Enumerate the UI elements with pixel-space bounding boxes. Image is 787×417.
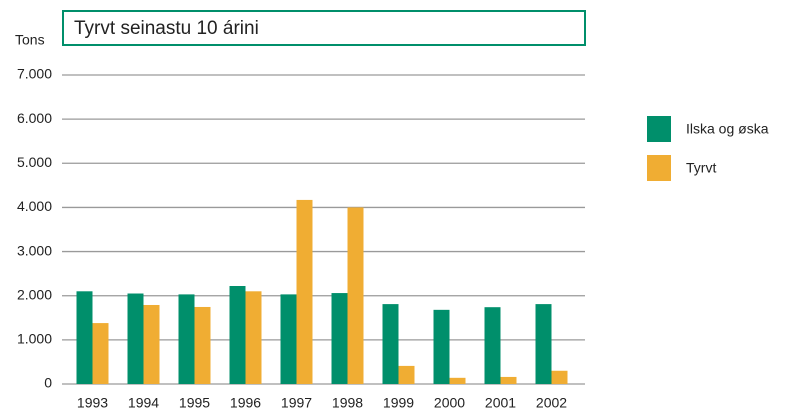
y-tick-label: 6.000 — [17, 110, 52, 126]
bar — [76, 291, 93, 384]
bar — [331, 293, 348, 384]
y-tick-label: 4.000 — [17, 198, 52, 214]
bar — [500, 376, 517, 384]
bar — [551, 370, 568, 384]
bar — [347, 207, 364, 384]
y-tick-label: 3.000 — [17, 242, 52, 258]
title-box — [62, 10, 586, 46]
bar — [484, 307, 501, 384]
x-tick-label: 1994 — [128, 395, 159, 411]
bar — [92, 323, 109, 384]
bar — [143, 304, 160, 384]
bar — [433, 309, 450, 384]
y-tick-label: 5.000 — [17, 154, 52, 170]
x-tick-label: 1998 — [332, 395, 363, 411]
bar — [398, 365, 415, 384]
legend-label: Tyrvt — [686, 160, 716, 176]
y-tick-label: 1.000 — [17, 331, 52, 347]
y-tick-label: 7.000 — [17, 66, 52, 82]
bar — [194, 306, 211, 384]
bar — [280, 294, 297, 384]
y-tick-label: 2.000 — [17, 286, 52, 302]
bar — [296, 199, 313, 384]
x-tick-label: 1997 — [281, 395, 312, 411]
chart-title: Tyrvt seinastu 10 árini — [74, 18, 259, 39]
x-tick-label: 1993 — [77, 395, 108, 411]
bar — [449, 377, 466, 384]
bar — [382, 304, 399, 384]
legend-swatch — [647, 155, 671, 181]
bar — [178, 294, 195, 384]
x-tick-label: 1999 — [383, 395, 414, 411]
bar — [245, 291, 262, 384]
bar — [127, 293, 144, 384]
bar — [229, 286, 246, 384]
bar — [535, 304, 552, 384]
legend-label: Ilska og øska — [686, 121, 769, 137]
x-tick-label: 1995 — [179, 395, 210, 411]
x-tick-label: 1996 — [230, 395, 261, 411]
x-tick-label: 2002 — [536, 395, 567, 411]
y-axis-label: Tons — [15, 32, 45, 48]
legend-swatch — [647, 116, 671, 142]
y-tick-label: 0 — [44, 375, 52, 391]
x-tick-label: 2000 — [434, 395, 465, 411]
x-tick-label: 2001 — [485, 395, 516, 411]
